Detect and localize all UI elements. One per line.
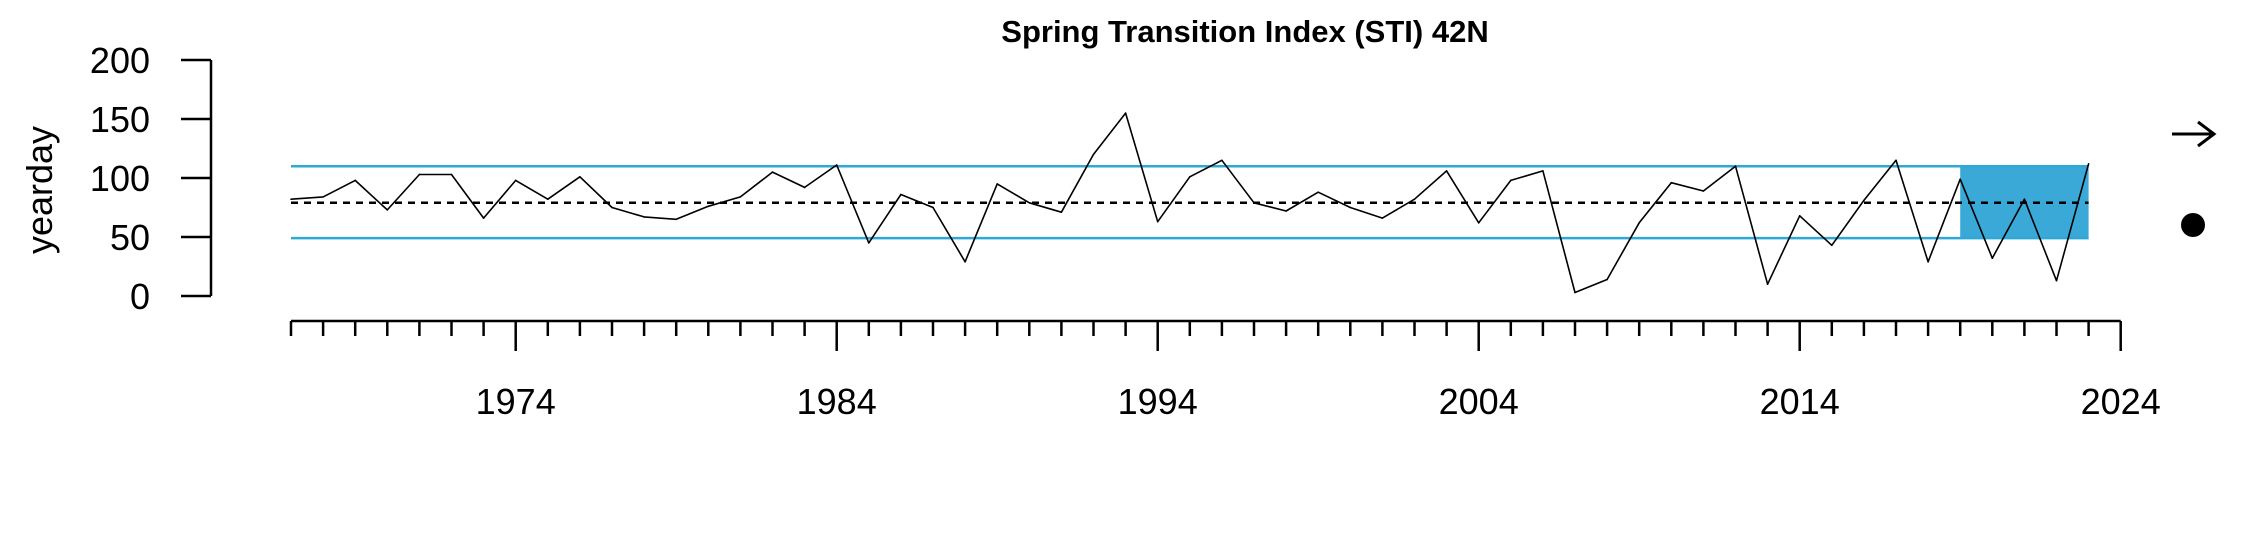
data-point xyxy=(1734,165,1737,167)
data-point xyxy=(1606,278,1608,281)
data-point xyxy=(675,218,677,221)
y-axis: 0 50 100 150 200 xyxy=(90,40,213,317)
data-point xyxy=(2023,198,2026,201)
data-point xyxy=(354,179,357,182)
data-point xyxy=(1542,170,1544,172)
data-point xyxy=(643,216,645,218)
data-point xyxy=(868,242,870,244)
data-point xyxy=(707,205,710,208)
data-point xyxy=(450,173,453,176)
data-point xyxy=(1124,112,1127,114)
data-point xyxy=(1092,153,1095,156)
data-point xyxy=(514,179,517,182)
data-point xyxy=(2055,279,2058,282)
y-axis-label: yearday xyxy=(19,126,60,254)
x-axis: 1974 1984 1994 2004 2014 2024 xyxy=(289,319,2161,422)
data-point xyxy=(1574,291,1576,294)
data-point xyxy=(1510,179,1512,182)
data-point xyxy=(579,176,581,178)
data-point xyxy=(1638,222,1640,224)
data-point xyxy=(1798,214,1801,217)
right-arrow-icon xyxy=(2172,120,2217,148)
data-point xyxy=(932,206,934,209)
data-point xyxy=(482,217,485,219)
data-point xyxy=(964,260,966,263)
data-point xyxy=(1413,198,1416,201)
y-tick-label: 50 xyxy=(110,217,150,258)
x-tick-label: 2014 xyxy=(1760,381,1840,422)
legend-symbols xyxy=(2172,120,2217,237)
data-point xyxy=(2087,163,2090,165)
data-point xyxy=(1381,217,1384,219)
x-tick-label: 1994 xyxy=(1118,381,1198,422)
chart-title: Spring Transition Index (STI) 42N xyxy=(1001,14,1488,49)
data-point xyxy=(1349,206,1352,209)
data-point xyxy=(900,193,902,196)
data-point xyxy=(803,186,806,189)
data-point xyxy=(1670,181,1673,184)
data-point xyxy=(835,164,838,166)
data-point xyxy=(1028,201,1031,204)
data-point xyxy=(771,171,774,173)
data-point xyxy=(1702,190,1705,192)
y-tick-label: 100 xyxy=(90,158,150,199)
data-point xyxy=(1895,159,1897,162)
data-point xyxy=(418,173,421,176)
data-point xyxy=(1766,283,1769,286)
series-line xyxy=(290,112,2090,294)
y-tick-label: 200 xyxy=(90,40,150,81)
x-tick-label: 1974 xyxy=(476,381,556,422)
data-point xyxy=(1991,257,1994,260)
x-tick-label: 2024 xyxy=(2081,381,2161,422)
data-point xyxy=(1477,222,1480,224)
x-tick-label: 2004 xyxy=(1439,381,1519,422)
data-point xyxy=(1285,210,1287,212)
data-point xyxy=(611,206,613,209)
data-point xyxy=(322,196,324,198)
data-point xyxy=(739,196,742,198)
y-tick-label: 150 xyxy=(90,99,150,140)
data-point xyxy=(1060,211,1063,214)
data-point xyxy=(996,183,998,185)
data-point xyxy=(1445,170,1448,172)
x-tick-label: 1984 xyxy=(797,381,877,422)
data-point xyxy=(1959,178,1961,180)
data-point xyxy=(1927,260,1929,263)
data-point xyxy=(1156,220,1159,223)
data-point xyxy=(290,198,292,201)
data-point xyxy=(1831,244,1833,247)
data-point xyxy=(1253,201,1255,204)
y-tick-label: 0 xyxy=(130,276,150,317)
data-point xyxy=(1317,191,1319,193)
data-point xyxy=(1221,159,1223,162)
data-point xyxy=(386,209,389,211)
filled-circle-icon xyxy=(2181,213,2205,237)
data-point xyxy=(1189,176,1191,178)
data-point xyxy=(547,198,549,201)
data-point xyxy=(1863,199,1865,202)
